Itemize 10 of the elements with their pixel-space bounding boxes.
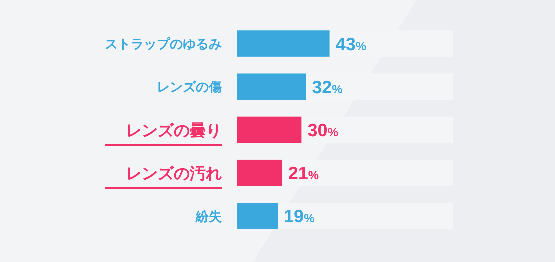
data-label: 32% xyxy=(312,77,344,98)
y-tick-label: ストラップのゆるみ xyxy=(105,36,222,52)
y-tick-label: レンズの傷 xyxy=(157,80,222,95)
y-tick-label: レンズの曇り xyxy=(126,122,222,140)
y-tick-label: レンズの汚れ xyxy=(126,164,222,183)
data-label: 19% xyxy=(284,206,316,227)
data-label: 30% xyxy=(308,120,339,140)
y-tick-label: 紛失 xyxy=(195,208,223,224)
data-label: 43% xyxy=(336,34,367,54)
data-label: 21% xyxy=(288,164,320,184)
